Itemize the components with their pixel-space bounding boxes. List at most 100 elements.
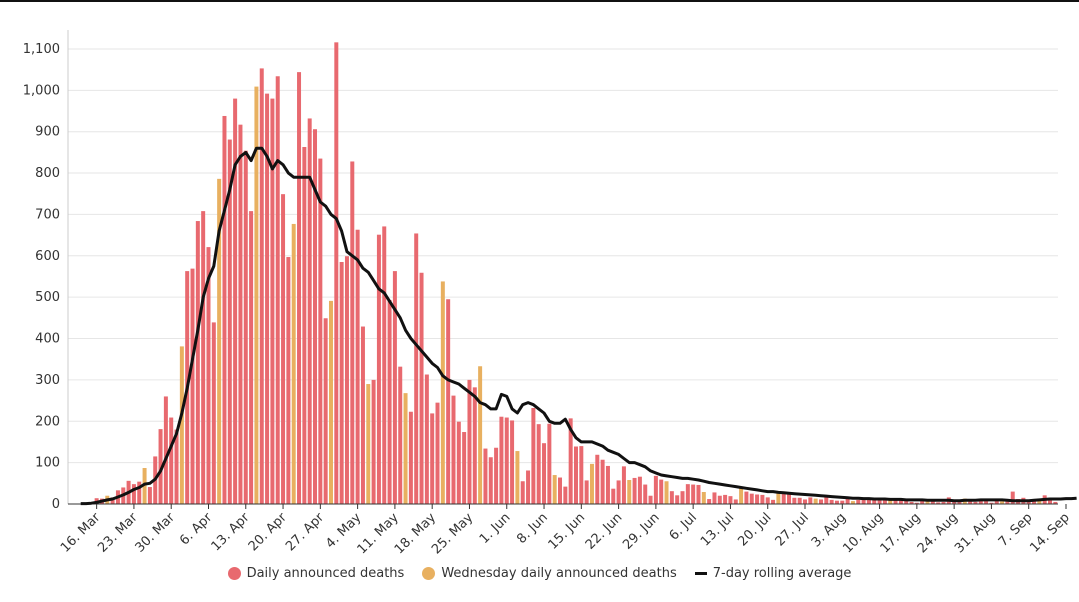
daily-bar <box>792 497 797 504</box>
daily-bar <box>920 500 925 504</box>
y-tick-label: 0 <box>52 497 60 512</box>
daily-bar <box>866 498 871 504</box>
daily-bar <box>765 497 770 504</box>
daily-bar <box>696 484 701 504</box>
daily-bar <box>446 299 451 504</box>
daily-bar <box>558 477 563 504</box>
daily-bar <box>131 484 136 504</box>
daily-bar <box>872 499 877 504</box>
wednesday-bar <box>403 393 408 504</box>
daily-bar <box>611 488 616 504</box>
daily-bar <box>989 502 994 504</box>
daily-bar <box>675 495 680 504</box>
y-tick-label: 1,000 <box>23 83 60 98</box>
daily-bar <box>595 454 600 504</box>
daily-bar <box>909 501 914 504</box>
daily-bar <box>605 465 610 504</box>
daily-bar <box>712 492 717 504</box>
daily-bar <box>1048 497 1053 504</box>
x-tick-label: 29. Jun <box>620 510 663 553</box>
y-tick-label: 100 <box>35 456 60 471</box>
wednesday-bar <box>776 491 781 504</box>
daily-bar <box>621 466 626 504</box>
x-tick-label: 22. Jun <box>583 510 626 553</box>
daily-bar <box>861 498 866 504</box>
daily-bar <box>360 326 365 504</box>
daily-bar <box>233 98 238 504</box>
daily-bar <box>563 486 568 504</box>
x-tick-label: 1. Jun <box>477 510 514 547</box>
daily-bar <box>504 417 509 504</box>
x-tick-label: 16. Mar <box>58 510 104 556</box>
daily-bar <box>914 502 919 504</box>
daily-bar <box>749 493 754 504</box>
daily-bar <box>270 98 275 504</box>
daily-bar <box>286 257 291 504</box>
y-tick-label: 900 <box>35 125 60 140</box>
daily-bar <box>648 495 653 504</box>
daily-bar <box>467 379 472 504</box>
daily-bar <box>355 229 360 504</box>
daily-bar <box>408 411 413 504</box>
daily-bar <box>259 68 264 505</box>
wednesday-bar <box>142 468 147 504</box>
legend-item-daily[interactable]: Daily announced deaths <box>227 566 404 581</box>
wednesday-bar <box>291 223 296 504</box>
daily-bar <box>808 497 813 504</box>
legend-swatch-wednesday <box>422 567 436 580</box>
daily-bar <box>579 446 584 504</box>
legend-item-wednesday[interactable]: Wednesday daily announced deaths <box>422 566 677 581</box>
daily-bar <box>190 268 195 504</box>
daily-bar <box>499 416 504 504</box>
deaths-bar-chart: 0 100 200 300 400 500 600 700 800 900 1,000 1,100 16… <box>23 30 1077 557</box>
y-tick-label: 300 <box>35 373 60 388</box>
daily-bar <box>803 499 808 504</box>
x-tick-label: 15. Jun <box>546 510 589 553</box>
daily-bar <box>968 501 973 504</box>
x-tick-label: 20. Apr <box>246 510 291 555</box>
y-tick-label: 600 <box>35 249 60 264</box>
daily-bar <box>488 457 493 504</box>
x-tick-label: 30. Mar <box>133 510 179 556</box>
legend-swatch-daily <box>227 567 241 580</box>
wednesday-bar <box>739 487 744 504</box>
daily-bar <box>307 118 312 504</box>
legend-item-rolling-average[interactable]: 7-day rolling average <box>694 566 851 581</box>
daily-bar <box>382 226 387 504</box>
daily-bar <box>302 146 307 504</box>
top-border <box>0 0 1079 2</box>
wednesday-bar <box>813 498 818 504</box>
daily-bar <box>893 499 898 504</box>
daily-bar <box>600 459 605 504</box>
wednesday-bar <box>254 86 259 504</box>
daily-bar <box>787 493 792 504</box>
daily-bar <box>238 124 243 505</box>
wednesday-bar <box>925 501 930 504</box>
daily-bar <box>616 480 621 504</box>
daily-bar <box>222 115 227 504</box>
daily-bar <box>984 500 989 504</box>
x-tick-label: 27. Apr <box>283 510 328 555</box>
daily-bar <box>930 501 935 504</box>
daily-bar <box>227 139 232 505</box>
y-tick-label: 500 <box>35 290 60 305</box>
daily-bar <box>723 494 728 504</box>
daily-bar <box>978 499 983 504</box>
y-tick-label: 700 <box>35 207 60 222</box>
daily-bar <box>936 502 941 504</box>
daily-bar <box>882 498 887 504</box>
rolling-average-line <box>80 146 1077 506</box>
daily-bar <box>392 271 397 504</box>
daily-bar <box>632 477 637 504</box>
daily-bar <box>994 500 999 504</box>
daily-bar <box>536 424 541 504</box>
daily-bar <box>568 418 573 504</box>
daily-bar <box>430 413 435 504</box>
y-tick-label: 200 <box>35 414 60 429</box>
wednesday-bar <box>440 281 445 504</box>
daily-bar <box>456 421 461 504</box>
daily-bar <box>424 374 429 504</box>
wednesday-bar <box>1037 499 1042 504</box>
daily-bar <box>877 499 882 504</box>
daily-bar <box>760 494 765 504</box>
